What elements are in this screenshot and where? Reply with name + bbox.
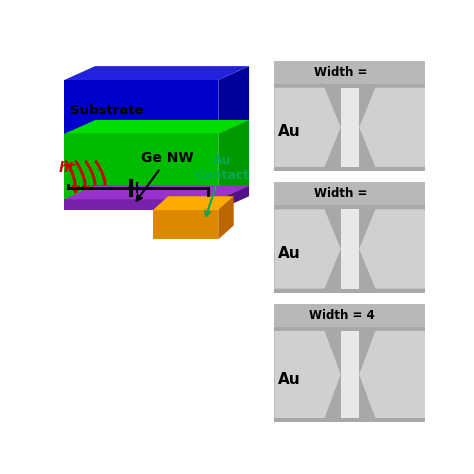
Text: ht: ht	[58, 161, 74, 175]
Bar	[341, 88, 359, 167]
Text: Au: Au	[278, 246, 301, 261]
Bar	[274, 304, 425, 327]
Polygon shape	[219, 185, 249, 210]
Polygon shape	[274, 331, 341, 418]
Polygon shape	[359, 210, 425, 289]
Text: Substrate: Substrate	[71, 104, 144, 117]
Bar	[341, 331, 359, 418]
Text: Au
Contact: Au Contact	[195, 154, 249, 216]
Polygon shape	[359, 331, 425, 418]
Polygon shape	[64, 185, 249, 200]
Polygon shape	[64, 200, 219, 210]
Polygon shape	[153, 196, 234, 210]
Polygon shape	[219, 120, 249, 200]
Bar	[341, 210, 359, 289]
Polygon shape	[219, 66, 249, 134]
Polygon shape	[153, 210, 219, 239]
Text: Au: Au	[278, 124, 301, 139]
Polygon shape	[219, 196, 234, 239]
Text: Ge NW: Ge NW	[137, 151, 194, 201]
Text: Width =: Width =	[313, 187, 371, 201]
Polygon shape	[274, 210, 341, 289]
Polygon shape	[274, 88, 341, 167]
Text: Au: Au	[278, 372, 301, 387]
Polygon shape	[64, 120, 249, 134]
Bar	[274, 61, 425, 84]
Bar	[274, 61, 425, 171]
Bar	[274, 182, 425, 292]
Polygon shape	[64, 134, 219, 200]
Bar	[274, 304, 425, 422]
Polygon shape	[64, 80, 219, 134]
Bar	[274, 182, 425, 206]
Text: Width =: Width =	[313, 66, 371, 79]
Text: Width = 4: Width = 4	[310, 309, 375, 322]
Polygon shape	[359, 88, 425, 167]
Polygon shape	[64, 66, 249, 80]
